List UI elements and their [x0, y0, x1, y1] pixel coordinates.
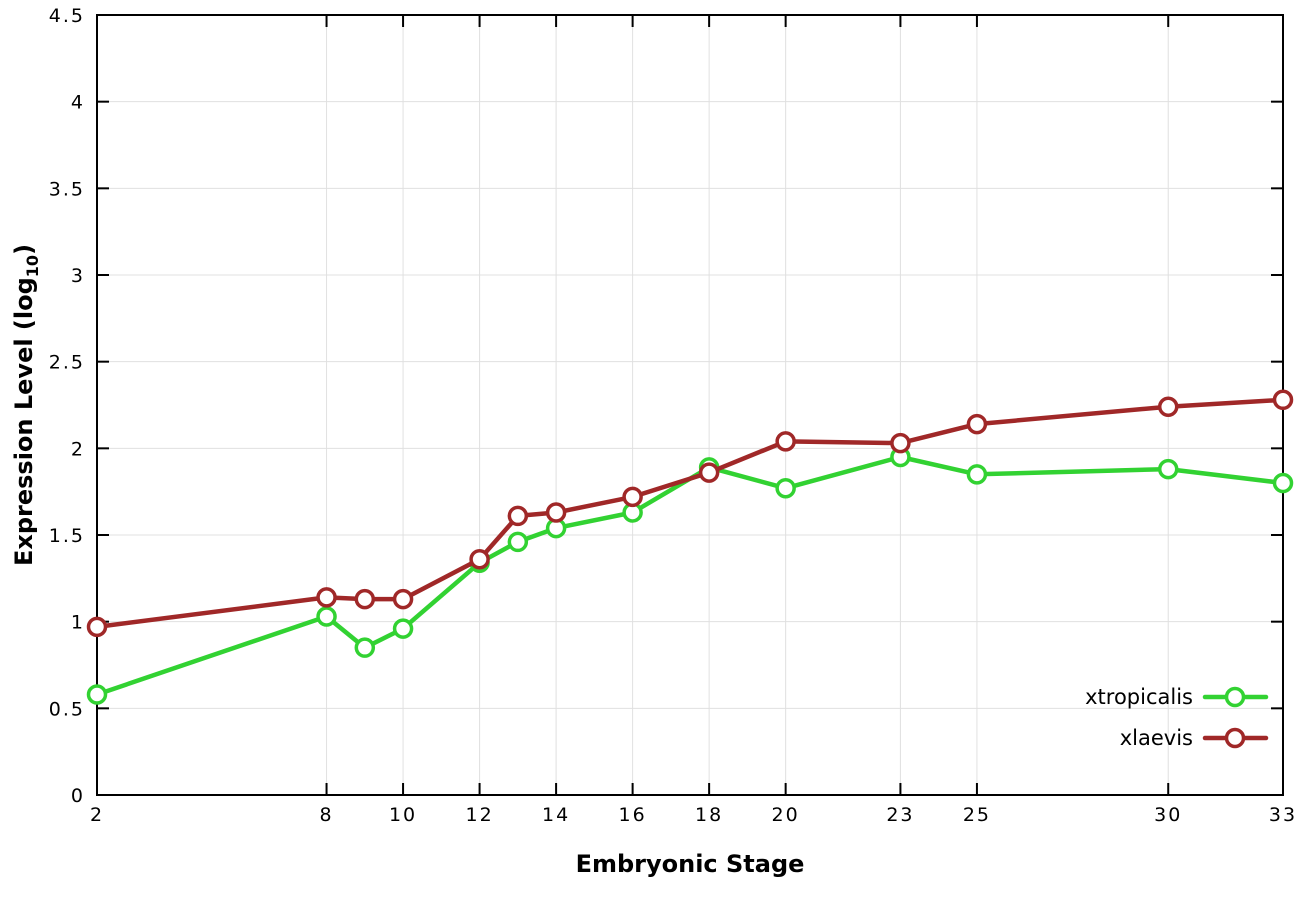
y-axis-title-subscript: 10 — [22, 254, 42, 278]
series-xtropicalis-line — [94, 454, 1286, 697]
legend-marker-xtropicalis — [1224, 686, 1246, 708]
x-tick-label: 18 — [695, 804, 723, 826]
series-xtropicalis-marker — [86, 684, 108, 705]
series-xlaevis-marker — [354, 588, 376, 610]
series-xlaevis-marker — [545, 502, 567, 523]
x-tick-label: 2 — [90, 804, 104, 826]
x-tick-label: 12 — [465, 804, 493, 826]
y-tick-label: 2.5 — [49, 352, 85, 374]
x-axis-title: Embryonic Stage — [575, 850, 805, 878]
series-xlaevis-marker — [316, 587, 337, 608]
x-tick-label: 10 — [389, 804, 417, 826]
x-tick-label: 20 — [772, 804, 800, 826]
y-tick-label: 0.5 — [49, 698, 85, 720]
y-tick-label: 4 — [71, 92, 85, 114]
x-tick-label: 33 — [1269, 804, 1296, 826]
y-tick-label: 2 — [71, 438, 85, 460]
x-tick-label: 16 — [619, 804, 647, 826]
x-tick-label: 23 — [886, 804, 914, 826]
series-xtropicalis-marker — [316, 606, 337, 627]
series-xtropicalis-marker — [354, 637, 376, 658]
legend-marker-xlaevis — [1224, 727, 1246, 749]
x-tick-label: 14 — [542, 804, 570, 826]
legend-label-xlaevis: xlaevis — [1120, 726, 1193, 750]
series-xtropicalis-marker — [507, 531, 529, 553]
x-tick-label: 30 — [1154, 804, 1182, 826]
y-tick-label: 1.5 — [49, 525, 85, 547]
x-tick-label: 25 — [963, 804, 991, 826]
y-tick-label: 3.5 — [49, 178, 85, 200]
series-xlaevis-marker — [622, 486, 643, 508]
series-xlaevis-marker — [1157, 396, 1179, 417]
y-tick-label: 3 — [71, 265, 85, 287]
series-xtropicalis-marker — [1272, 472, 1294, 494]
series-xlaevis-marker — [966, 413, 988, 435]
series-xlaevis-marker — [1272, 389, 1294, 411]
x-tick-label: 8 — [320, 804, 334, 826]
series-xlaevis-marker — [775, 431, 796, 452]
y-axis-title-close: ) — [10, 243, 39, 255]
series-xlaevis-marker — [392, 588, 414, 610]
y-tick-label: 0 — [71, 785, 85, 807]
series-xtropicalis-marker — [775, 477, 796, 499]
y-axis-title: Expression Level (log10) — [10, 244, 42, 566]
plot-border — [96, 14, 1284, 796]
y-tick-label: 1 — [71, 612, 85, 634]
series-xlaevis-marker — [890, 432, 911, 454]
series-xlaevis-marker — [86, 616, 108, 638]
legend-label-xtropicalis: xtropicalis — [1085, 685, 1193, 709]
series-xlaevis-marker — [507, 505, 529, 527]
y-axis-title-text: Expression Level (log — [10, 277, 39, 567]
series-xtropicalis-marker — [1157, 458, 1179, 480]
series-xlaevis-marker — [469, 549, 490, 570]
series-xlaevis-marker — [698, 462, 720, 483]
y-tick-label: 4.5 — [49, 5, 85, 27]
series-xtropicalis-marker — [966, 464, 988, 485]
series-xtropicalis-marker — [392, 618, 414, 639]
series-xlaevis-line — [94, 397, 1286, 630]
